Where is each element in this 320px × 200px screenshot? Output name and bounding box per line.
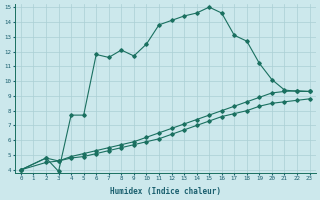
X-axis label: Humidex (Indice chaleur): Humidex (Indice chaleur) — [110, 187, 221, 196]
